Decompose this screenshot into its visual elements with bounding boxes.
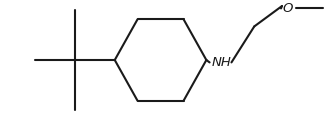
Text: O: O xyxy=(283,2,293,15)
Text: NH: NH xyxy=(211,56,231,69)
